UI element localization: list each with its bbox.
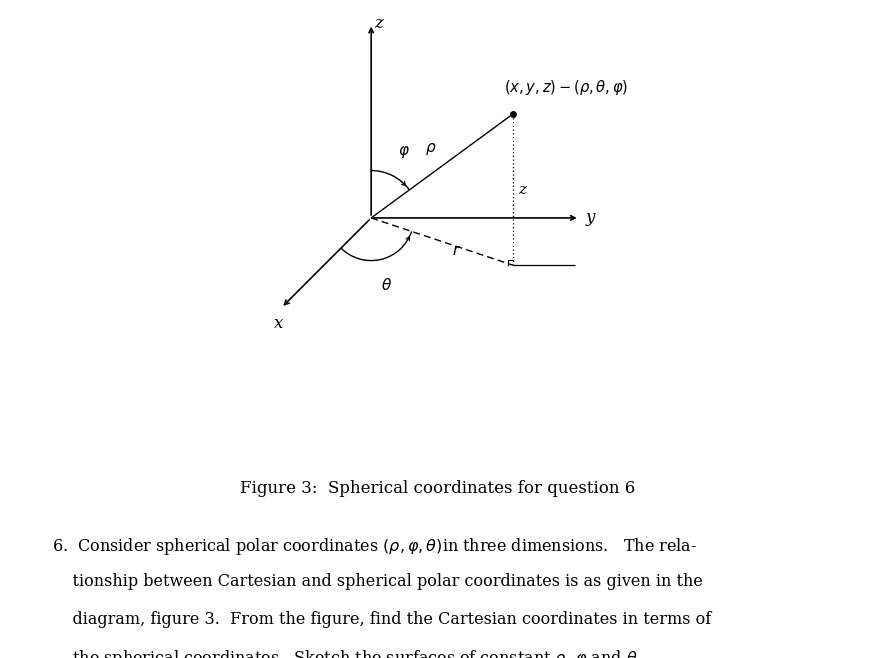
Text: z: z bbox=[518, 182, 526, 197]
Text: $(x, y, z) - (\rho, \theta, \varphi)$: $(x, y, z) - (\rho, \theta, \varphi)$ bbox=[504, 78, 628, 97]
Text: $\theta$: $\theta$ bbox=[382, 277, 393, 293]
Text: $\varphi$: $\varphi$ bbox=[398, 144, 410, 161]
Text: diagram, figure 3.  From the figure, find the Cartesian coordinates in terms of: diagram, figure 3. From the figure, find… bbox=[52, 611, 711, 628]
Text: 6.  Consider spherical polar coordinates $(\rho, \varphi, \theta)$in three dimen: 6. Consider spherical polar coordinates … bbox=[52, 536, 697, 557]
Text: z: z bbox=[374, 15, 383, 32]
Text: $r$: $r$ bbox=[452, 244, 461, 258]
Text: x: x bbox=[274, 315, 284, 332]
Text: $\rho$: $\rho$ bbox=[424, 141, 436, 157]
Text: Figure 3:  Spherical coordinates for question 6: Figure 3: Spherical coordinates for ques… bbox=[240, 480, 635, 497]
Text: the spherical coordinates.  Sketch the surfaces of constant $\rho$, $\varphi$ an: the spherical coordinates. Sketch the su… bbox=[52, 648, 642, 658]
Text: tionship between Cartesian and spherical polar coordinates is as given in the: tionship between Cartesian and spherical… bbox=[52, 573, 704, 590]
Text: y: y bbox=[585, 209, 595, 226]
